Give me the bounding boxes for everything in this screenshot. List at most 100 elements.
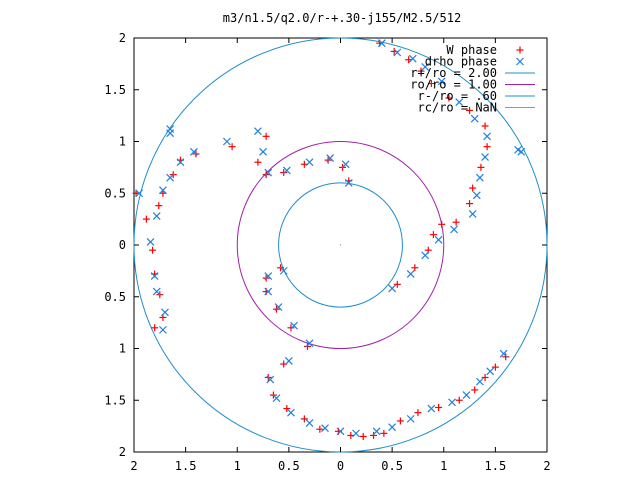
drho-phase-point — [321, 424, 329, 433]
w-phase-point — [370, 431, 378, 439]
w-phase-point — [445, 94, 453, 102]
w-phase-point — [491, 363, 499, 371]
drho-phase-point — [462, 391, 471, 399]
w-phase-point — [142, 215, 150, 223]
w-phase-point — [155, 202, 163, 210]
w-phase-point — [287, 324, 295, 332]
legend-marker-sample — [516, 46, 524, 54]
drho-phase-point — [468, 210, 477, 218]
drho-phase-point — [274, 303, 283, 312]
drho-phase-point — [166, 173, 175, 182]
drho-phase-point — [499, 349, 508, 358]
drho-phase-point — [421, 63, 430, 71]
w-phase-point — [455, 396, 463, 404]
drho-phase-point — [448, 398, 456, 407]
x-tick-label: 2 — [543, 459, 550, 473]
w-phase-point — [316, 425, 324, 433]
y-tick-label: 2 — [119, 445, 126, 459]
x-tick-label: 0.5 — [381, 459, 403, 473]
x-tick-label: 1.5 — [485, 459, 507, 473]
w-phase-point — [427, 80, 435, 88]
x-tick-label: 1.5 — [175, 459, 197, 473]
drho-phase-point — [135, 189, 144, 198]
drho-phase-point — [146, 237, 155, 246]
drho-phase-point — [481, 153, 489, 161]
w-phase-point — [502, 353, 510, 361]
w-phase-point — [466, 106, 474, 114]
y-tick-label: 0.5 — [104, 186, 126, 200]
x-tick-label: 1 — [234, 459, 241, 473]
drho-phase-point — [282, 166, 291, 175]
drho-phase-point — [427, 404, 436, 413]
drho-phase-point — [486, 367, 495, 376]
y-tick-label: 1 — [119, 342, 126, 356]
x-tick-label: 2 — [130, 459, 137, 473]
x-tick-label: 0 — [337, 459, 344, 473]
drho-phase-point — [150, 272, 159, 280]
drho-phase-point — [408, 54, 417, 63]
drho-phase-point — [284, 356, 293, 365]
w-phase-point — [471, 386, 479, 394]
drho-phase-point — [266, 375, 275, 384]
w-phase-point — [429, 231, 437, 239]
x-tick-label: 0.5 — [278, 459, 300, 473]
drho-phase-point — [377, 39, 386, 48]
drho-phase-point — [259, 147, 267, 156]
drho-phase-point — [305, 419, 314, 427]
w-phase-point — [435, 403, 443, 411]
y-tick-label: 0 — [119, 238, 126, 252]
w-phase-point — [452, 218, 460, 226]
drho-phase-point — [341, 160, 350, 169]
drho-phase-point — [455, 98, 464, 107]
drho-phase-point — [388, 423, 397, 432]
drho-phase-point — [437, 77, 446, 86]
drho-phase-point — [393, 48, 402, 57]
drho-phase-point — [272, 394, 281, 403]
drho-phase-point — [158, 325, 167, 334]
drho-phase-point — [388, 284, 397, 293]
legend-marker-sample — [516, 57, 524, 66]
drho-phase-point — [152, 212, 161, 220]
w-phase-point — [262, 132, 270, 140]
drho-phase-point — [158, 186, 167, 195]
drho-phase-point — [406, 270, 415, 278]
drho-phase-point — [264, 287, 273, 296]
drho-phase-point — [434, 235, 443, 244]
circle-roro — [236, 141, 445, 349]
origin-dot — [339, 244, 342, 246]
y-tick-label: 1.5 — [104, 83, 126, 97]
drho-phase-point — [176, 158, 185, 167]
drho-phase-point — [475, 377, 484, 386]
w-phase-point — [280, 169, 288, 177]
w-phase-point — [380, 429, 388, 437]
w-phase-point — [469, 184, 477, 192]
axis-tick-layer: 2 1.5 1 0.5 0 0.5 1 1.5 221.510.500.511.52 — [104, 31, 550, 473]
drho-phase-point — [470, 114, 479, 123]
drho-phase-point — [166, 125, 175, 134]
legend-label: r+/ro = 2.00 — [410, 66, 497, 80]
w-phase-point — [300, 415, 308, 423]
w-phase-point — [417, 67, 425, 75]
w-phase-point — [438, 220, 446, 228]
drho-phase-point — [450, 225, 458, 234]
drho-phase-point — [264, 272, 273, 280]
legend-label: ro/ro = 1.00 — [410, 78, 497, 92]
y-tick-label: 0.5 — [104, 290, 126, 304]
w-phase-point — [151, 324, 159, 332]
drho-phase-point — [472, 191, 481, 200]
w-phase-point — [149, 246, 157, 254]
drho-phase-point — [421, 251, 430, 260]
drho-phase-point — [253, 127, 262, 136]
y-tick-label: 1 — [119, 135, 126, 149]
circle-rro — [278, 182, 403, 308]
w-phase-point — [483, 143, 491, 151]
w-phase-point — [254, 158, 262, 166]
drho-phase-point — [352, 429, 360, 438]
drho-phase-point — [264, 168, 273, 177]
drho-phase-point — [517, 147, 526, 156]
legend-label: drho phase — [425, 55, 497, 69]
legend-label: W phase — [446, 43, 497, 57]
w-phase-point — [466, 200, 474, 208]
drho-phase-point — [279, 266, 288, 275]
